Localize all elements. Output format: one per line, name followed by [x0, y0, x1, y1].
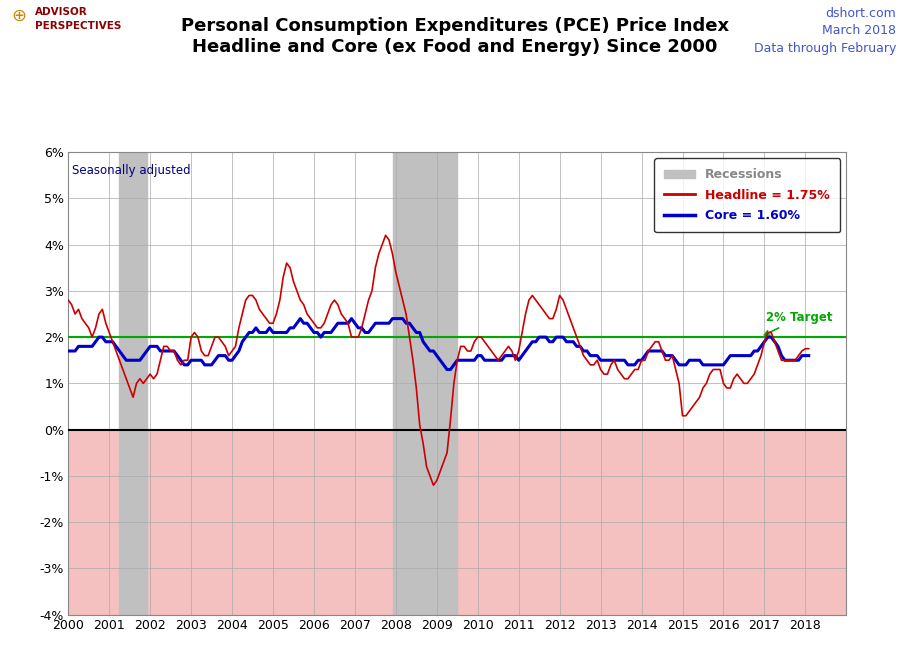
Text: March 2018: March 2018 [823, 24, 896, 38]
Bar [392, 152, 458, 615]
Text: Data through February: Data through February [754, 42, 896, 56]
Text: PERSPECTIVES: PERSPECTIVES [35, 21, 121, 31]
Text: Personal Consumption Expenditures (PCE) Price Index: Personal Consumption Expenditures (PCE) … [181, 17, 729, 34]
Text: Seasonally adjusted: Seasonally adjusted [73, 163, 191, 176]
Text: dshort.com: dshort.com [825, 7, 896, 20]
Text: ⊕: ⊕ [11, 7, 26, 24]
Bar [119, 152, 147, 615]
Legend: Recessions, Headline = 1.75%, Core = 1.60%: Recessions, Headline = 1.75%, Core = 1.6… [654, 158, 840, 232]
Text: Headline and Core (ex Food and Energy) Since 2000: Headline and Core (ex Food and Energy) S… [192, 38, 718, 56]
Text: 2% Target: 2% Target [764, 311, 833, 335]
Text: ADVISOR: ADVISOR [35, 7, 87, 17]
